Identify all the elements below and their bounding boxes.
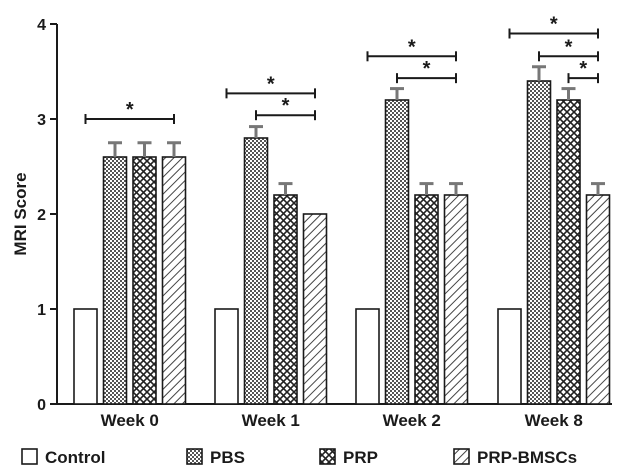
bar (497, 308, 522, 405)
bar (384, 99, 410, 405)
x-tick-label: Week 8 (525, 411, 583, 430)
y-tick-label: 4 (37, 17, 46, 34)
bar (414, 194, 439, 405)
significance-star: * (423, 58, 431, 80)
x-tick-label: Week 2 (383, 411, 441, 430)
significance-star: * (579, 58, 587, 80)
bar (355, 308, 380, 405)
y-axis-label: MRI Score (11, 172, 30, 255)
x-tick-label: Week 1 (242, 411, 300, 430)
legend-label: PRP (343, 448, 378, 466)
significance-star: * (408, 36, 416, 58)
legend-label: Control (45, 448, 105, 466)
bar (102, 156, 128, 405)
bar (585, 194, 611, 405)
legend-swatch (453, 448, 470, 465)
bar (302, 213, 328, 405)
bar (556, 99, 581, 405)
bar (73, 308, 98, 405)
y-tick-label: 0 (37, 397, 46, 414)
significance-star: * (126, 99, 134, 121)
legend-swatch (21, 448, 38, 465)
legend-swatch (186, 448, 203, 465)
bar (273, 194, 298, 405)
legend-swatch (319, 448, 336, 465)
x-tick-label: Week 0 (101, 411, 159, 430)
significance-star: * (282, 95, 290, 117)
bar (243, 137, 269, 405)
bar (526, 80, 552, 405)
y-tick-label: 1 (37, 302, 46, 319)
significance-star: * (565, 36, 573, 58)
bar (161, 156, 187, 405)
legend-label: PRP-BMSCs (477, 448, 577, 466)
significance-star: * (267, 73, 275, 95)
bar (214, 308, 239, 405)
bar (132, 156, 157, 405)
significance-star: * (550, 14, 558, 36)
bar (443, 194, 469, 405)
y-tick-label: 3 (37, 112, 46, 129)
legend-label: PBS (210, 448, 245, 466)
y-tick-label: 2 (37, 207, 46, 224)
